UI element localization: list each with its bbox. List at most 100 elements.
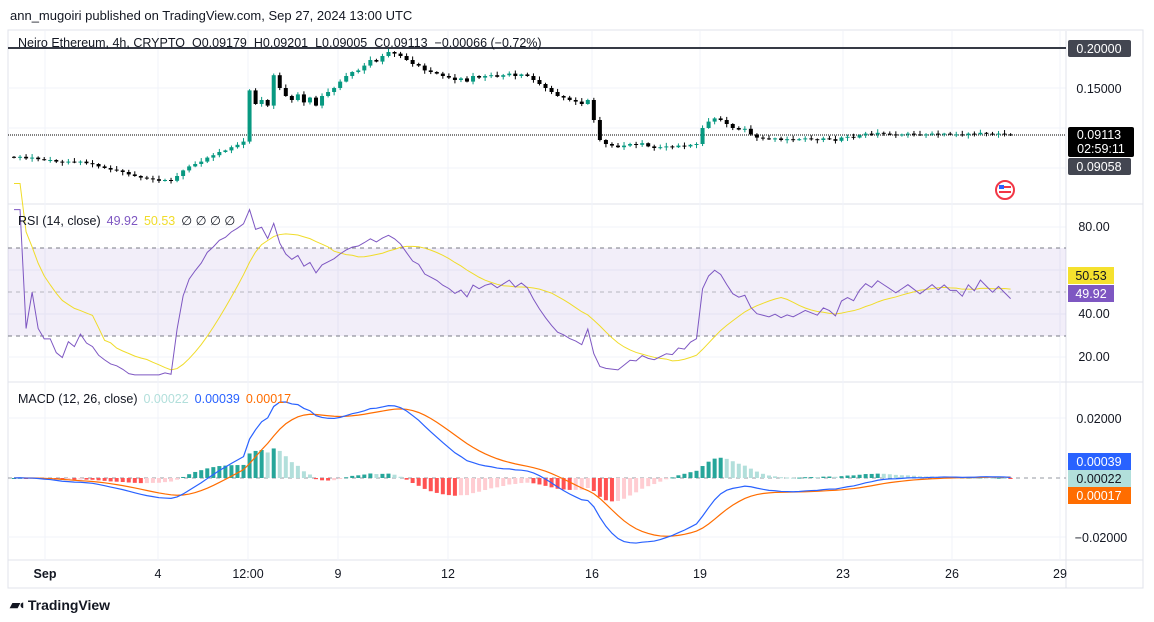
candle-body xyxy=(223,150,228,152)
candle-body xyxy=(78,161,83,163)
candle-body xyxy=(670,146,675,148)
candle-body xyxy=(307,97,312,103)
macd-histogram-bar xyxy=(567,478,572,490)
macd-histogram-bar xyxy=(150,478,155,483)
macd-histogram-bar xyxy=(483,478,488,491)
candle-body xyxy=(537,80,542,84)
candle-body xyxy=(205,157,210,162)
macd-histogram-bar xyxy=(271,448,276,478)
macd-histogram-bar xyxy=(676,475,681,478)
time-axis[interactable]: Sep 4 12:00 9 12 16 19 23 26 29 xyxy=(34,567,1067,581)
macd-histogram-bar xyxy=(235,465,240,478)
candle-body xyxy=(471,76,476,82)
macd-histogram-bar xyxy=(972,477,977,479)
rsi-axis[interactable]: 80.00 40.00 20.00 50.53 49.92 xyxy=(1068,220,1114,364)
macd-histogram-bar xyxy=(646,478,651,487)
macd-histogram-bar xyxy=(241,464,246,478)
macd-histogram-bar xyxy=(12,478,16,479)
price-axis[interactable]: 0.20000 0.15000 0.09113 02:59:11 0.09058 xyxy=(1068,40,1134,175)
candle-body xyxy=(942,133,947,135)
candle-body xyxy=(803,138,808,140)
candle-body xyxy=(398,53,403,56)
candle-body xyxy=(694,144,699,145)
macd-histogram-bar xyxy=(760,473,765,478)
macd-histogram-bar xyxy=(374,474,379,478)
candle-body xyxy=(736,128,741,130)
candle-body xyxy=(616,145,620,148)
candle-body xyxy=(519,74,524,76)
macd-histogram-bar xyxy=(537,478,542,485)
candle-body xyxy=(416,64,421,66)
candle-body xyxy=(839,137,844,141)
macd-histogram-bar xyxy=(386,473,391,478)
candle-body xyxy=(513,73,518,76)
candle-body xyxy=(996,133,1001,135)
candle-body xyxy=(543,84,548,88)
macd-histogram-bar xyxy=(591,478,596,492)
candle-body xyxy=(869,133,874,135)
candle-body xyxy=(483,76,488,78)
macd-histogram-bar xyxy=(797,477,802,479)
macd-histogram-bar xyxy=(277,450,282,478)
candle-body xyxy=(646,143,651,147)
macd-histogram-bar xyxy=(712,458,717,478)
rsi-tick: 40.00 xyxy=(1078,307,1109,321)
macd-histogram-bar xyxy=(350,475,355,478)
macd-histogram-bar xyxy=(223,465,228,478)
macd-histogram-bar xyxy=(573,478,578,490)
macd-histogram-bar xyxy=(434,478,439,493)
macd-histogram-bar xyxy=(452,478,457,496)
macd-histogram-bar xyxy=(465,478,469,496)
macd-histogram-bar xyxy=(446,478,451,496)
macd-histogram-bar xyxy=(114,478,119,482)
candle-body xyxy=(760,137,765,139)
macd-histogram-bar xyxy=(217,466,222,478)
candle-body xyxy=(936,133,941,135)
time-tick: Sep xyxy=(34,567,57,581)
macd-histogram-bar xyxy=(918,476,922,478)
macd-histogram-bar xyxy=(857,474,862,478)
candle-body xyxy=(706,121,711,128)
macd-signal-line xyxy=(13,408,1011,537)
candle-body xyxy=(676,145,681,148)
macd-histogram-bar xyxy=(694,470,699,478)
candle-body xyxy=(374,60,379,62)
macd-histogram-bar xyxy=(561,478,566,490)
candle-body xyxy=(797,139,802,141)
macd-histogram-bar xyxy=(205,468,210,478)
macd-histogram-bar xyxy=(706,461,711,478)
candle-body xyxy=(338,81,343,88)
macd-histogram-bar xyxy=(507,478,512,485)
macd-histogram-bar xyxy=(652,478,657,485)
macd-histogram-bar xyxy=(628,478,633,496)
macd-axis[interactable]: 0.02000 −0.02000 0.00039 0.00022 0.00017 xyxy=(1068,412,1131,545)
macd-histogram-bar xyxy=(634,478,639,493)
time-tick: 19 xyxy=(693,567,707,581)
macd-histogram-bar xyxy=(501,478,506,487)
candle-body xyxy=(652,146,657,148)
candle-body xyxy=(440,73,445,76)
tradingview-logo[interactable]: ▰◖ TradingView xyxy=(10,597,110,613)
candle-body xyxy=(899,134,904,136)
macd-histogram-bar xyxy=(144,478,149,484)
macd-histogram-bar xyxy=(301,471,306,478)
candle-body xyxy=(102,166,107,168)
macd-histogram-bar xyxy=(911,475,916,478)
candle-body xyxy=(90,163,95,165)
macd-histogram-bar xyxy=(428,478,433,492)
macd-histogram-bar xyxy=(555,478,560,489)
candle-body xyxy=(60,161,65,163)
candle-body xyxy=(150,178,155,180)
us-flag-icon[interactable] xyxy=(995,180,1015,200)
candle-body xyxy=(283,88,288,96)
macd-histogram-bar xyxy=(785,477,790,479)
macd-histogram-bar xyxy=(247,453,252,478)
macd-histogram-bar xyxy=(791,477,796,479)
candle-body xyxy=(682,145,687,147)
candle-body xyxy=(332,88,337,92)
candle-body xyxy=(622,145,627,148)
macd-histogram-bar xyxy=(489,478,494,489)
candle-body xyxy=(495,75,500,77)
